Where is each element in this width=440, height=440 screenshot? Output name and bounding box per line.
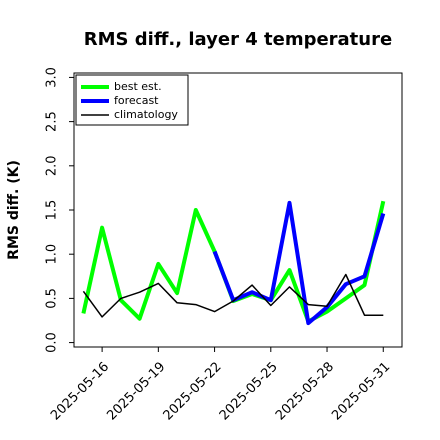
plot-frame (73, 72, 403, 348)
y-tick-label: 0.5 (45, 288, 60, 309)
chart-title: RMS diff., layer 4 temperature (84, 29, 392, 50)
y-tick-label: 2.5 (45, 111, 60, 132)
series-line-forecast (212, 200, 386, 326)
y-axis-label: RMS diff. (K) (6, 160, 22, 260)
y-tick-label: 0.0 (45, 332, 60, 353)
legend-label: forecast (114, 94, 159, 107)
legend-label: best est. (114, 80, 162, 93)
y-tick-label: 1.0 (45, 244, 60, 265)
y-tick-label: 1.5 (45, 200, 60, 221)
y-tick-label: 3.0 (45, 67, 60, 88)
legend-label: climatology (114, 108, 178, 121)
y-tick-label: 2.0 (45, 155, 60, 176)
series-line-climatology (82, 273, 384, 318)
